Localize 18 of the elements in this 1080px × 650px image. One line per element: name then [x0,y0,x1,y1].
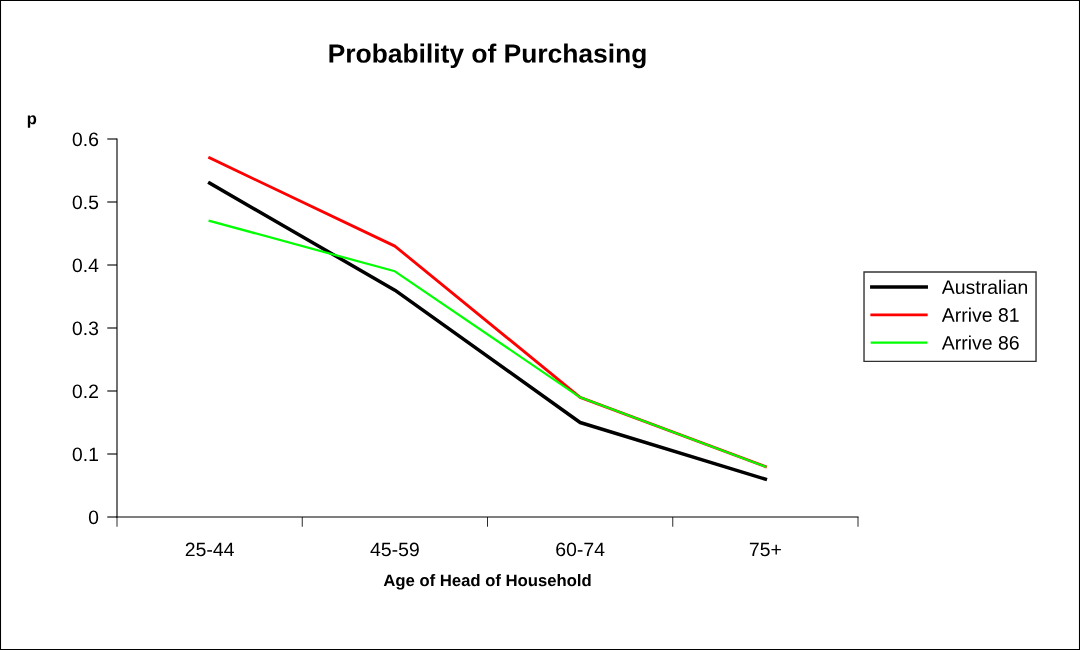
legend-label: Arrive 86 [941,335,1019,350]
y-tick-label: 0.1 [72,447,98,462]
chart-title: Probability of Purchasing [329,43,646,69]
legend-label: Arrive 81 [941,307,1019,322]
x-tick-label: 45-59 [370,542,419,557]
x-tick-label: 75+ [749,542,781,557]
y-tick-label: 0 [88,510,99,525]
y-tick-label: 0.4 [72,258,99,273]
line-series [208,219,767,468]
x-tick-label: 60-74 [556,542,605,557]
legend-label: Australian [941,279,1027,295]
x-axis-title: Age of Head of Household [383,574,591,590]
y-tick-label: 0.5 [72,195,99,210]
y-tick-label: 0.2 [72,384,98,399]
y-tick-label: 0.3 [72,321,99,336]
x-tick-label: 25-44 [185,542,234,557]
y-tick-label: 0.6 [72,132,99,147]
y-axis-title: p [27,115,37,128]
